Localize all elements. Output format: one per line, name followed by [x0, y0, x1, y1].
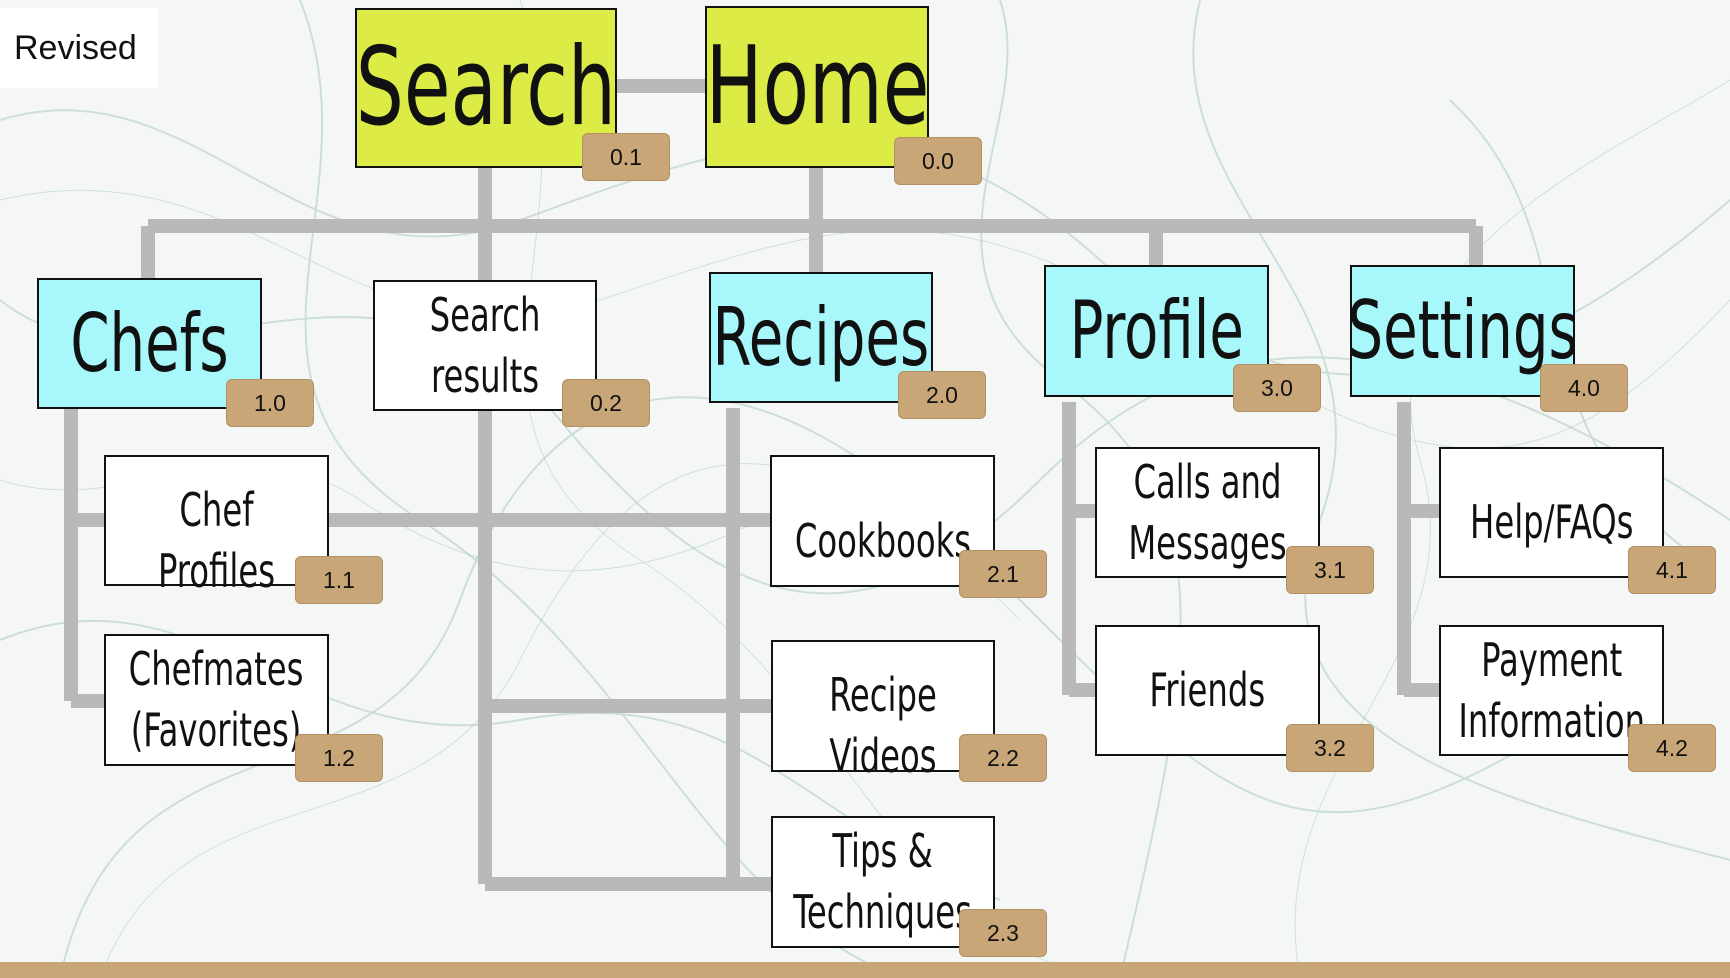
- home-node-label: Home: [705, 23, 929, 149]
- payment-information-tag: 4.2: [1628, 724, 1716, 772]
- tips-techniques-node[interactable]: Tips & Techniques: [771, 816, 995, 948]
- friends-node-label: Friends: [1149, 663, 1266, 718]
- profile-tag: 3.0: [1233, 364, 1321, 412]
- cookbooks-node[interactable]: Cookbooks: [770, 455, 995, 587]
- help-faqs-node-label: Help/FAQs: [1469, 495, 1634, 550]
- recipe-videos-node-label: Recipe Videos: [829, 668, 937, 783]
- calls-messages-tag: 3.1: [1286, 546, 1374, 594]
- recipe-videos-tag: 2.2: [959, 734, 1047, 782]
- settings-node-label: Settings: [1347, 284, 1578, 378]
- home-node[interactable]: Home: [705, 6, 929, 168]
- help-faqs-node[interactable]: Help/FAQs: [1439, 447, 1664, 578]
- payment-information-node-label: Payment Information: [1458, 632, 1645, 748]
- recipe-videos-node[interactable]: Recipe Videos: [771, 640, 995, 783]
- cookbooks-tag: 2.1: [959, 550, 1047, 598]
- chefmates-node[interactable]: Chefmates (Favorites): [104, 634, 329, 766]
- settings-node[interactable]: Settings: [1347, 265, 1578, 397]
- chefmates-tag: 1.2: [295, 734, 383, 782]
- search-results-tag: 0.2: [562, 379, 650, 427]
- calls-messages-node[interactable]: Calls and Messages: [1095, 447, 1320, 578]
- cookbooks-node-label: Cookbooks: [794, 513, 971, 568]
- search-results-node-label: Search results: [429, 287, 541, 403]
- bottom-bar: [0, 962, 1730, 978]
- home-tag: 0.0: [894, 137, 982, 185]
- chef-profiles-node[interactable]: Chef Profiles: [104, 455, 329, 598]
- settings-tag: 4.0: [1540, 364, 1628, 412]
- help-faqs-tag: 4.1: [1628, 546, 1716, 594]
- tips-techniques-tag: 2.3: [959, 909, 1047, 957]
- friends-tag: 3.2: [1286, 724, 1374, 772]
- search-node[interactable]: Search: [355, 8, 617, 168]
- search-tag: 0.1: [582, 133, 670, 181]
- tips-techniques-node-label: Tips & Techniques: [793, 824, 973, 939]
- recipes-node-label: Recipes: [712, 290, 930, 384]
- chefs-node-label: Chefs: [70, 296, 229, 390]
- search-node-label: Search: [355, 24, 617, 150]
- profile-node[interactable]: Profile: [1044, 265, 1269, 397]
- revised-label: Revised: [0, 8, 158, 88]
- profile-node-label: Profile: [1069, 284, 1244, 378]
- recipes-tag: 2.0: [898, 371, 986, 419]
- chefs-node[interactable]: Chefs: [37, 278, 262, 409]
- friends-node[interactable]: Friends: [1095, 625, 1320, 756]
- chef-profiles-tag: 1.1: [295, 556, 383, 604]
- recipes-node[interactable]: Recipes: [709, 272, 933, 403]
- search-results-node[interactable]: Search results: [373, 280, 597, 411]
- chef-profiles-node-label: Chef Profiles: [157, 482, 276, 598]
- payment-information-node[interactable]: Payment Information: [1439, 625, 1664, 756]
- chefs-tag: 1.0: [226, 379, 314, 427]
- chefmates-node-label: Chefmates (Favorites): [129, 642, 304, 757]
- calls-messages-node-label: Calls and Messages: [1128, 454, 1287, 570]
